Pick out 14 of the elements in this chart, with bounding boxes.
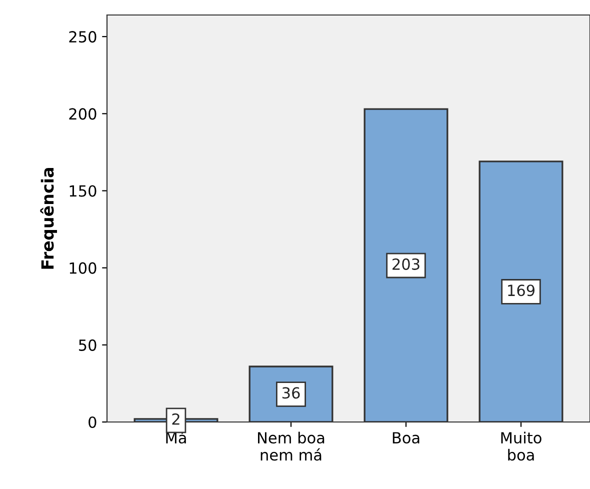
- x-tick-label: Muito boa: [501, 432, 542, 461]
- data-label: 169: [508, 284, 535, 296]
- y-tick-label: 50: [79, 339, 96, 351]
- y-tick-label: 150: [70, 185, 96, 197]
- x-tick-label: Nem boa nem má: [258, 432, 324, 461]
- y-tick-label: 250: [69, 31, 96, 43]
- x-tick-label: Boa: [392, 432, 420, 444]
- y-tick-label: 0: [88, 416, 96, 428]
- data-label: 203: [392, 258, 420, 270]
- y-tick-label: 200: [69, 108, 96, 120]
- data-label: 36: [282, 387, 300, 399]
- data-label: 2: [172, 413, 180, 425]
- y-axis-title: Frequência: [40, 168, 58, 269]
- y-tick-label: 100: [70, 262, 96, 274]
